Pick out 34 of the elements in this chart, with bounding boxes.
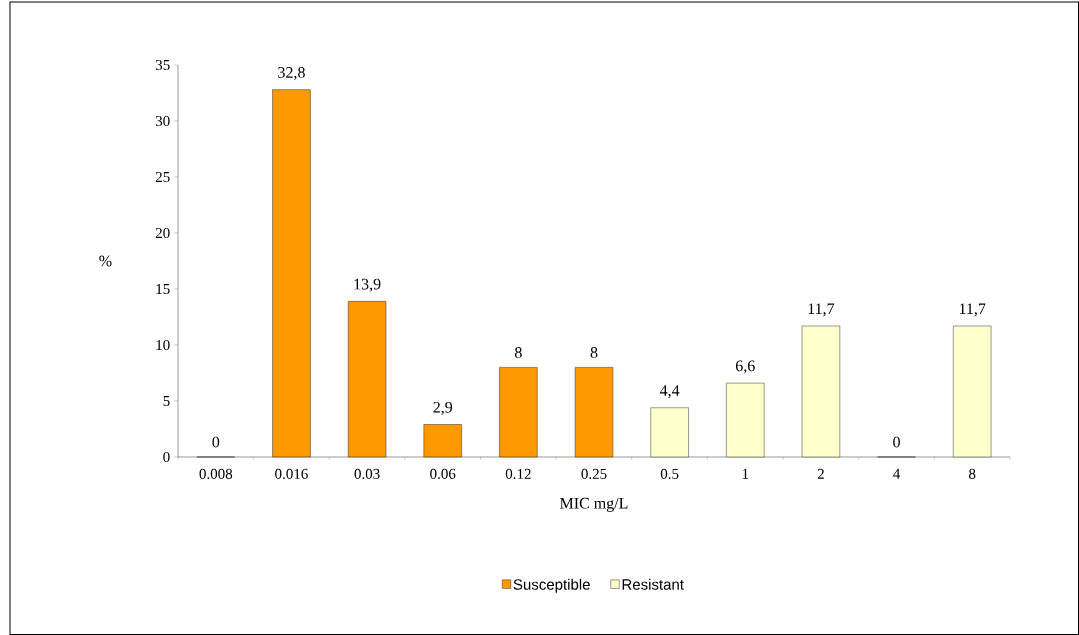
x-tick-label: 0.06 xyxy=(430,468,456,479)
x-tick-label: 0.25 xyxy=(581,468,607,479)
x-tick-label: 4 xyxy=(893,468,901,479)
x-tick-label: 0.016 xyxy=(275,468,308,479)
y-tick-label: 35 xyxy=(155,59,170,71)
legend-label: Susceptible xyxy=(513,578,590,593)
data-label: 0 xyxy=(212,436,220,448)
y-tick-label: 30 xyxy=(155,115,170,127)
data-label: 11,7 xyxy=(808,303,835,317)
x-axis-title: MIC mg/L xyxy=(560,497,628,512)
data-label: 13,9 xyxy=(354,278,381,292)
y-tick-label: 15 xyxy=(156,283,170,295)
x-tick-label: 1 xyxy=(742,468,749,479)
x-tick-label: 2 xyxy=(817,468,824,479)
y-tick-label: 25 xyxy=(155,171,170,183)
x-tick-label: 8 xyxy=(969,468,976,479)
data-label: 6,6 xyxy=(735,360,755,374)
data-label: 11,7 xyxy=(959,303,986,317)
x-tick-label: 0.03 xyxy=(354,468,380,479)
x-tick-label: 0.12 xyxy=(505,468,531,479)
data-label: 4,4 xyxy=(659,385,680,399)
y-axis-title: % xyxy=(99,255,112,267)
y-tick-label: 10 xyxy=(156,339,170,351)
data-label: 8 xyxy=(514,347,522,358)
data-label: 0 xyxy=(893,436,900,448)
y-tick-label: 20 xyxy=(155,227,170,239)
data-label: 32,8 xyxy=(278,67,305,81)
data-label: 2,9 xyxy=(433,401,453,415)
legend-label: Resistant xyxy=(622,578,684,590)
x-tick-label: 0.5 xyxy=(660,468,679,479)
data-label: 8 xyxy=(590,347,598,358)
y-tick-label: 5 xyxy=(163,396,170,406)
y-tick-label: 0 xyxy=(163,451,170,463)
x-tick-label: 0.008 xyxy=(199,468,233,479)
